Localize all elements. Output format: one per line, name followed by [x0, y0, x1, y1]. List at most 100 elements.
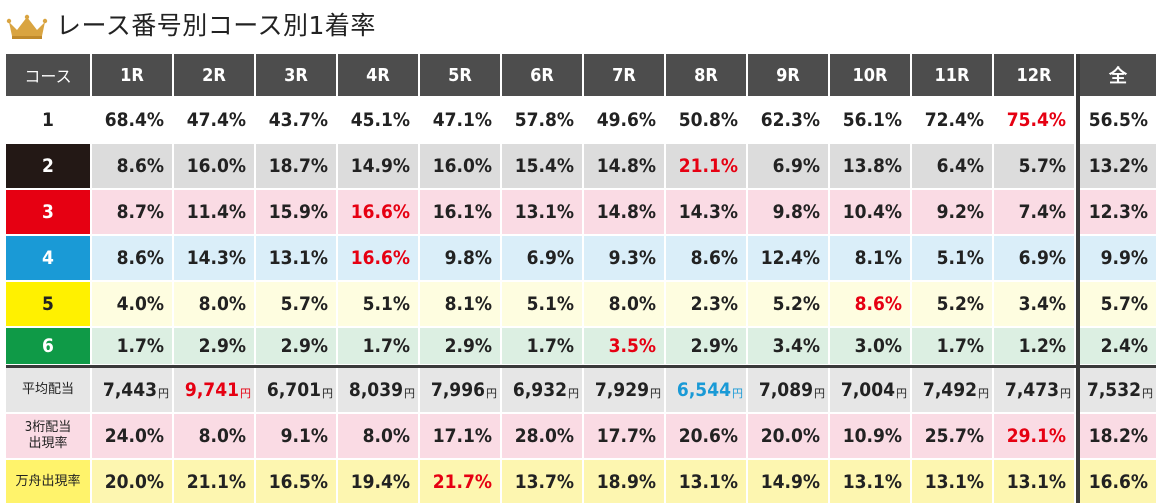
yen-unit: 円 — [486, 387, 497, 400]
lane-4-cell: 13.1% — [256, 236, 336, 280]
metric-value: 13.1% — [1006, 470, 1066, 493]
lane-6-cell: 3.4% — [748, 328, 828, 364]
metric-value: 9.1% — [280, 425, 328, 447]
metric-value: 20.0% — [760, 425, 820, 447]
metric-label-2: 万舟出現率 — [6, 460, 90, 503]
metric-label-line: 出現率 — [28, 436, 68, 451]
lane-6-cell: 1.7% — [912, 328, 992, 364]
metric-value: 16.5% — [268, 470, 328, 493]
page-title: レース番号別コース別1着率 — [56, 11, 376, 40]
metric-label-1: 3桁配当 出現率 — [6, 414, 90, 458]
lane-2-cell: 8.6% — [92, 144, 172, 188]
metric-2-cell: 19.4% — [338, 460, 418, 503]
metric-0-cell: 7,996 円 — [420, 368, 500, 412]
lane-1-cell: 56.1% — [830, 98, 910, 142]
metric-label-0: 平均配当 — [6, 368, 90, 412]
lane-3-cell: 10.4% — [830, 190, 910, 234]
lane-label-6: 6 — [6, 328, 90, 364]
lane-4-cell: 9.8% — [420, 236, 500, 280]
lane-6-cell: 1.7% — [502, 328, 582, 364]
metric-2-cell: 13.1% — [912, 460, 992, 503]
metric-value: 7,996 — [430, 379, 485, 401]
metric-2-cell: 13.1% — [666, 460, 746, 503]
crown-icon — [6, 14, 48, 39]
lane-6-cell: 3.0% — [830, 328, 910, 364]
lane-6-cell: 1.2% — [994, 328, 1074, 364]
lane-2-cell: 13.2% — [1080, 144, 1156, 188]
metric-value: 7,473 — [1004, 379, 1059, 401]
lane-label-2: 2 — [6, 144, 90, 188]
metric-0-cell: 7,473 円 — [994, 368, 1074, 412]
header-col-11R: 11R — [912, 54, 992, 96]
lane-2-cell: 15.4% — [502, 144, 582, 188]
lane-6-cell: 2.9% — [256, 328, 336, 364]
metric-value: 17.1% — [432, 425, 492, 447]
metric-0-cell: 8,039 円 — [338, 368, 418, 412]
header-col-2R: 2R — [174, 54, 254, 96]
metric-2-cell: 14.9% — [748, 460, 828, 503]
metric-1-cell: 17.1% — [420, 414, 500, 458]
lane-1-cell: 72.4% — [912, 98, 992, 142]
lane-5-cell: 5.1% — [502, 282, 582, 326]
metric-0-cell: 6,932 円 — [502, 368, 582, 412]
metric-value: 21.1% — [186, 470, 246, 493]
lane-2-cell: 13.8% — [830, 144, 910, 188]
metric-2-cell: 13.1% — [830, 460, 910, 503]
metric-value: 8.0% — [362, 425, 410, 447]
metric-value: 18.9% — [596, 470, 656, 493]
lane-4-cell: 14.3% — [174, 236, 254, 280]
header-course: コース — [6, 54, 90, 96]
metric-1-cell: 20.6% — [666, 414, 746, 458]
lane-3-cell: 7.4% — [994, 190, 1074, 234]
lane-1-cell: 43.7% — [256, 98, 336, 142]
metric-1-cell: 10.9% — [830, 414, 910, 458]
yen-unit: 円 — [322, 387, 333, 400]
lane-4-cell: 8.6% — [666, 236, 746, 280]
metric-1-cell: 24.0% — [92, 414, 172, 458]
lane-label-4: 4 — [6, 236, 90, 280]
lane-5-cell: 5.2% — [748, 282, 828, 326]
lane-6-cell: 1.7% — [92, 328, 172, 364]
lane-2-cell: 6.4% — [912, 144, 992, 188]
metric-value: 20.6% — [678, 425, 738, 447]
metric-value: 20.0% — [104, 470, 164, 493]
metric-value: 13.7% — [514, 470, 574, 493]
lane-2-cell: 16.0% — [174, 144, 254, 188]
lane-5-cell: 8.1% — [420, 282, 500, 326]
lane-3-cell: 14.8% — [584, 190, 664, 234]
lane-4-cell: 6.9% — [994, 236, 1074, 280]
metric-2-cell: 16.5% — [256, 460, 336, 503]
metric-value: 7,492 — [922, 379, 977, 401]
lane-6-cell: 2.4% — [1080, 328, 1156, 364]
lane-1-cell: 45.1% — [338, 98, 418, 142]
metric-1-cell: 8.0% — [174, 414, 254, 458]
metric-0-cell: 6,701 円 — [256, 368, 336, 412]
lane-5-cell: 5.7% — [1080, 282, 1156, 326]
yen-unit: 円 — [896, 387, 907, 400]
yen-unit: 円 — [240, 387, 251, 400]
metric-value: 13.1% — [678, 470, 738, 493]
lane-5-cell: 4.0% — [92, 282, 172, 326]
metric-1-cell: 20.0% — [748, 414, 828, 458]
lane-2-cell: 5.7% — [994, 144, 1074, 188]
metric-0-cell: 7,929 円 — [584, 368, 664, 412]
lane-5-cell: 5.2% — [912, 282, 992, 326]
header-col-7R: 7R — [584, 54, 664, 96]
metric-1-cell: 28.0% — [502, 414, 582, 458]
lane-2-cell: 18.7% — [256, 144, 336, 188]
lane-3-cell: 13.1% — [502, 190, 582, 234]
header-col-8R: 8R — [666, 54, 746, 96]
metric-2-cell: 16.6% — [1080, 460, 1156, 503]
lane-3-cell: 12.3% — [1080, 190, 1156, 234]
lane-2-cell: 14.8% — [584, 144, 664, 188]
metric-0-cell: 7,443 円 — [92, 368, 172, 412]
title-bar: レース番号別コース別1着率 — [0, 0, 1160, 48]
metric-value: 9,741 — [184, 379, 239, 401]
lane-1-cell: 57.8% — [502, 98, 582, 142]
lane-1-cell: 56.5% — [1080, 98, 1156, 142]
lane-5-cell: 8.0% — [584, 282, 664, 326]
metric-1-cell: 17.7% — [584, 414, 664, 458]
lane-3-cell: 9.2% — [912, 190, 992, 234]
metric-0-cell: 7,089 円 — [748, 368, 828, 412]
lane-1-cell: 47.4% — [174, 98, 254, 142]
